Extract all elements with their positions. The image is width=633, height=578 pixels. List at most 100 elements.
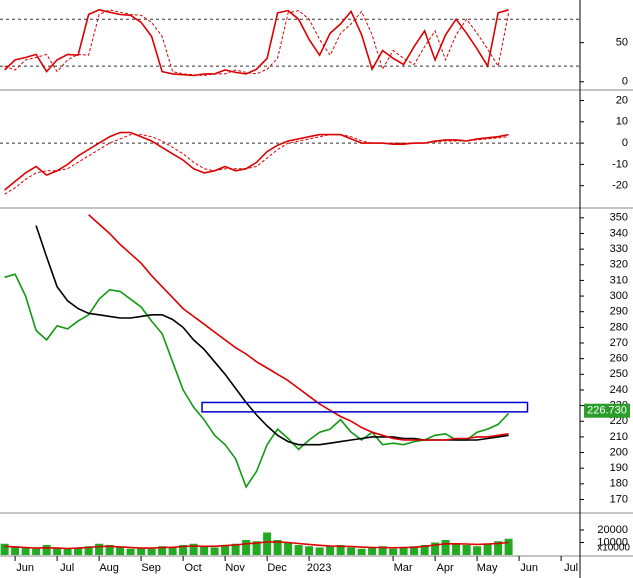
volume-bar: [179, 545, 188, 555]
y-tick-label: 320: [610, 259, 628, 271]
volume-bar: [378, 546, 387, 555]
x-tick-label: 2023: [307, 562, 331, 574]
volume-bar: [189, 543, 198, 555]
volume-bar: [273, 540, 282, 555]
y-tick-label: -20: [612, 180, 628, 192]
y-tick-label: 270: [610, 337, 628, 349]
x-tick-label: Aug: [99, 562, 119, 574]
panel: [0, 532, 513, 555]
y-tick-label: 300: [610, 290, 628, 302]
series-line: [4, 273, 510, 489]
volume-bar: [84, 546, 93, 555]
volume-bar: [126, 548, 135, 555]
y-tick-label: 310: [610, 274, 628, 286]
volume-bar: [221, 545, 230, 555]
y-tick-label: 340: [610, 227, 628, 239]
y-tick-label: 240: [610, 384, 628, 396]
volume-bar: [137, 547, 146, 555]
volume-bar: [105, 545, 114, 555]
volume-bar: [357, 548, 366, 555]
volume-bar: [231, 543, 240, 555]
x-tick-label: Nov: [225, 562, 245, 574]
volume-unit-label: x10000: [597, 543, 630, 554]
y-tick-label: 0: [622, 137, 628, 149]
volume-bar: [473, 546, 482, 555]
volume-bar: [305, 546, 314, 555]
x-tick-label: Mar: [394, 562, 413, 574]
y-tick-label: 290: [610, 306, 628, 318]
y-tick-label: 170: [610, 493, 628, 505]
volume-bar: [441, 540, 450, 555]
volume-bar: [53, 547, 62, 555]
volume-bar: [368, 547, 377, 555]
volume-bar: [452, 543, 461, 555]
volume-bar: [116, 547, 125, 555]
series-line: [4, 8, 509, 77]
price-box: [201, 401, 529, 413]
y-tick-label: 10000: [597, 536, 628, 548]
volume-bar: [336, 545, 345, 555]
volume-bar: [158, 546, 167, 555]
volume-bar: [410, 546, 419, 555]
series-line: [4, 9, 510, 77]
last-price-label: 226.730: [587, 405, 627, 417]
volume-bar: [74, 547, 83, 555]
volume-bar: [0, 543, 9, 555]
volume-bar: [399, 547, 408, 555]
volume-bar: [431, 542, 440, 555]
panel: [0, 8, 580, 77]
volume-bar: [494, 541, 503, 555]
volume-bar: [420, 545, 429, 555]
y-tick-label: 280: [610, 321, 628, 333]
x-tick-label: Dec: [267, 562, 287, 574]
volume-bar: [168, 547, 177, 555]
series-line: [88, 214, 509, 441]
y-tick-label: 200: [610, 446, 628, 458]
volume-bar: [504, 538, 513, 555]
volume-bar: [389, 548, 398, 555]
y-tick-label: 210: [610, 431, 628, 443]
volume-bar: [294, 545, 303, 555]
series-line: [4, 541, 509, 550]
volume-bar: [210, 547, 219, 555]
y-tick-label: -10: [612, 158, 628, 170]
x-tick-label: Jul: [60, 562, 74, 574]
volume-bar: [21, 547, 30, 555]
y-tick-label: 250: [610, 368, 628, 380]
panel: [4, 214, 510, 489]
x-tick-label: Sep: [141, 562, 161, 574]
volume-bar: [242, 540, 251, 555]
last-price-marker: [584, 403, 630, 418]
series-line: [4, 131, 509, 191]
volume-bar: [42, 545, 51, 555]
y-tick-label: 50: [616, 37, 628, 49]
y-tick-label: 260: [610, 353, 628, 365]
y-tick-label: 190: [610, 462, 628, 474]
y-tick-label: 220: [610, 415, 628, 427]
volume-bar: [95, 543, 104, 555]
volume-bar: [11, 546, 20, 555]
volume-bar: [347, 547, 356, 555]
y-tick-label: 20000: [597, 524, 628, 536]
volume-bar: [147, 548, 156, 555]
y-tick-label: 180: [610, 478, 628, 490]
volume-bar: [326, 546, 335, 555]
volume-bar: [63, 548, 72, 555]
series-line: [4, 134, 509, 195]
y-tick-label: 10: [616, 116, 628, 128]
y-tick-label: 330: [610, 243, 628, 255]
x-tick-label: Jun: [520, 562, 538, 574]
y-tick-label: 0: [622, 76, 628, 88]
y-tick-label: 20: [616, 94, 628, 106]
x-tick-label: Oct: [185, 562, 202, 574]
volume-bar: [315, 547, 324, 555]
volume-bar: [200, 546, 209, 555]
y-tick-label: 350: [610, 212, 628, 224]
x-tick-label: May: [477, 562, 498, 574]
x-tick-label: Apr: [437, 562, 454, 574]
volume-bar: [462, 545, 471, 555]
volume-bar: [483, 543, 492, 555]
volume-bar: [32, 548, 41, 555]
volume-bar: [252, 541, 261, 555]
